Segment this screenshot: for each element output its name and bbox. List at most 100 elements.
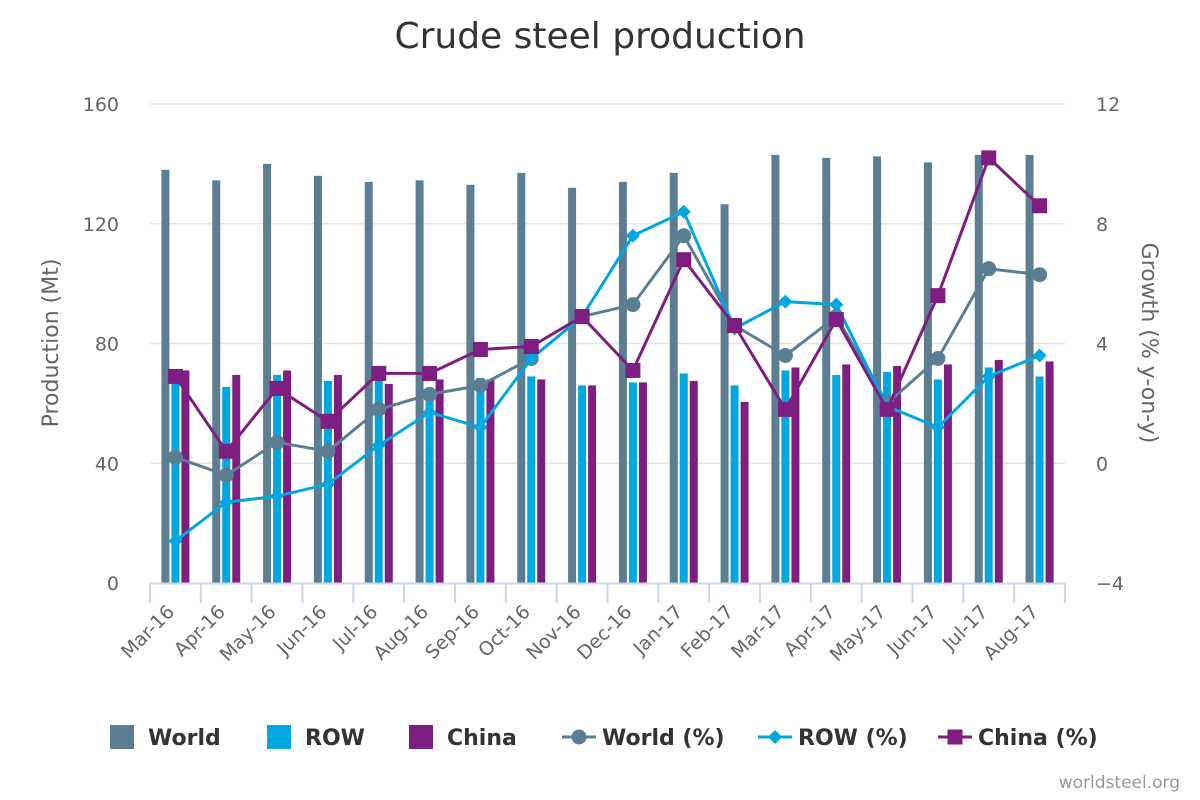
bar-world — [720, 204, 729, 583]
legend-item-world[interactable]: World — [110, 725, 221, 751]
bar-row — [679, 373, 688, 583]
bar-china — [994, 359, 1003, 583]
bar-china — [333, 374, 342, 583]
grid-lines — [150, 103, 1065, 464]
bar-china — [283, 370, 292, 583]
legend-item-china[interactable]: China — [409, 725, 517, 751]
point-row — [829, 297, 844, 312]
point-world — [981, 261, 997, 277]
point-world — [777, 347, 793, 363]
point-china — [422, 365, 438, 381]
point-china — [167, 368, 183, 384]
bar-world — [517, 172, 526, 583]
point-world — [371, 401, 387, 417]
line-world — [174, 234, 1040, 477]
point-row — [320, 477, 335, 492]
point-row — [930, 420, 945, 435]
bar-china — [537, 379, 546, 583]
legend-item-china[interactable]: China (%) — [938, 726, 1098, 751]
legend-label: World (%) — [602, 726, 725, 751]
bar-row — [730, 385, 739, 583]
point-row — [524, 351, 539, 366]
y2-tick-label: 4 — [1096, 334, 1108, 356]
point-china — [930, 288, 946, 304]
y2-tick-label: 8 — [1096, 214, 1108, 236]
bar-china — [486, 379, 495, 583]
bar-row — [222, 386, 231, 583]
point-row — [981, 369, 996, 384]
credit-label[interactable]: worldsteel.org — [1059, 773, 1180, 793]
y-tick-label: 0 — [107, 573, 119, 595]
bar-world — [263, 163, 272, 583]
bar-row — [578, 385, 587, 583]
bar-china — [638, 382, 647, 583]
legend-label: China — [447, 726, 517, 751]
bar-china — [232, 374, 241, 583]
point-china — [320, 413, 336, 429]
line-series — [167, 150, 1048, 549]
point-world — [269, 434, 285, 450]
point-china — [981, 150, 997, 166]
point-row — [270, 489, 285, 504]
bar-china — [740, 401, 749, 583]
point-row — [422, 405, 437, 420]
bar-row — [374, 379, 383, 583]
x-tick-label: Feb-17 — [677, 601, 738, 662]
x-tick-label: Jun-16 — [272, 601, 331, 660]
legend-label: China (%) — [978, 726, 1098, 751]
point-china — [523, 338, 539, 354]
point-world — [472, 377, 488, 393]
point-china — [574, 309, 590, 325]
bar-row — [832, 374, 841, 583]
legend-marker — [571, 729, 587, 745]
legend-item-row[interactable]: ROW (%) — [758, 726, 908, 751]
legend-marker — [947, 729, 963, 745]
point-world — [422, 386, 438, 402]
bar-row — [425, 388, 434, 583]
y2-tick-label: 0 — [1096, 453, 1108, 475]
point-world — [930, 350, 946, 366]
bar-world — [873, 156, 882, 583]
bar-row — [933, 379, 942, 583]
bar-china — [384, 383, 393, 583]
bar-china — [588, 385, 597, 583]
point-china — [777, 401, 793, 417]
bar-row — [273, 374, 282, 583]
x-tick-label: Mar-17 — [727, 601, 789, 663]
point-world — [625, 297, 641, 313]
legend-swatch — [409, 725, 433, 749]
point-row — [676, 204, 691, 219]
legend-label: World — [148, 726, 221, 751]
point-row — [168, 534, 183, 549]
bar-china — [181, 370, 190, 583]
x-tick-label: May-16 — [216, 601, 281, 666]
x-tick-label: May-17 — [826, 601, 891, 666]
legend-item-world[interactable]: World (%) — [562, 726, 725, 751]
bar-world — [466, 184, 475, 584]
y-tick-label: 80 — [95, 334, 119, 356]
bar-world — [568, 187, 577, 583]
point-china — [371, 365, 387, 381]
point-row — [219, 495, 234, 510]
bar-world — [415, 180, 424, 583]
point-world — [1032, 267, 1048, 283]
y2-tick-label: 12 — [1096, 94, 1120, 116]
y-axis-title: Production (Mt) — [39, 259, 64, 428]
point-row — [371, 438, 386, 453]
legend-swatch — [110, 725, 134, 749]
bar-china — [689, 380, 698, 583]
point-china — [218, 443, 234, 459]
y2-tick-label: −4 — [1096, 573, 1124, 595]
point-china — [727, 318, 743, 334]
y2-axis-title: Growth (% y-on-y) — [1136, 243, 1161, 444]
legend-item-row[interactable]: ROW — [267, 725, 365, 751]
bar-china — [1045, 361, 1054, 583]
bar-row — [984, 367, 993, 583]
legend-label: ROW (%) — [798, 726, 908, 751]
bar-world — [771, 154, 780, 584]
bar-world — [161, 169, 170, 584]
bar-world — [212, 180, 221, 583]
x-tick-label: Sep-16 — [421, 601, 484, 664]
point-world — [218, 467, 234, 483]
bar-row — [476, 377, 485, 583]
